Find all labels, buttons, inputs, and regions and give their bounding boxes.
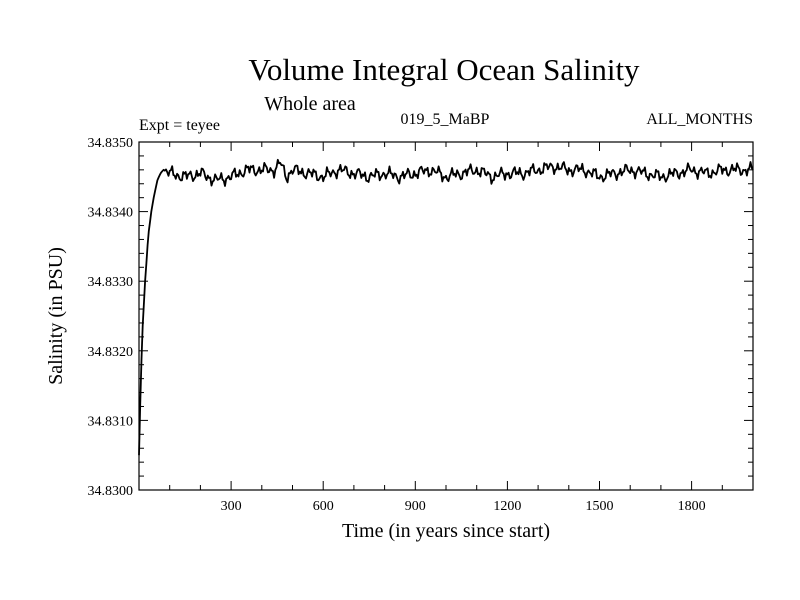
y-tick-label: 34.8320: [88, 345, 134, 360]
y-tick-label: 34.8330: [88, 275, 134, 290]
x-tick-label: 900: [405, 499, 426, 514]
x-tick-label: 1800: [678, 499, 706, 514]
x-tick-label: 300: [221, 499, 242, 514]
x-tick-label: 1200: [493, 499, 521, 514]
run-label: 019_5_MaBP: [401, 111, 490, 128]
experiment-label: Expt = teyee: [139, 117, 220, 134]
x-tick-label: 1500: [586, 499, 614, 514]
y-axis: 34.8300 34.8310 34.8320 34.8330 34.8340 34.83…: [88, 136, 753, 499]
x-axis: 300 600 900 1200 1500 1800: [169, 142, 723, 514]
y-tick-label: 34.8300: [88, 484, 134, 499]
plot-frame: [138, 141, 754, 491]
y-axis-label: Salinity (in PSU): [45, 247, 67, 385]
x-axis-label: Time (in years since start): [342, 520, 550, 542]
chart-title: Volume Integral Ocean Salinity: [248, 52, 640, 87]
x-tick-label: 600: [313, 499, 334, 514]
chart-subtitle: Whole area: [264, 93, 356, 115]
salinity-series-line: [138, 158, 754, 456]
y-tick-label: 34.8310: [88, 414, 134, 429]
y-tick-label: 34.8340: [88, 206, 134, 221]
months-label: ALL_MONTHS: [646, 111, 753, 128]
y-tick-label: 34.8350: [88, 136, 134, 151]
